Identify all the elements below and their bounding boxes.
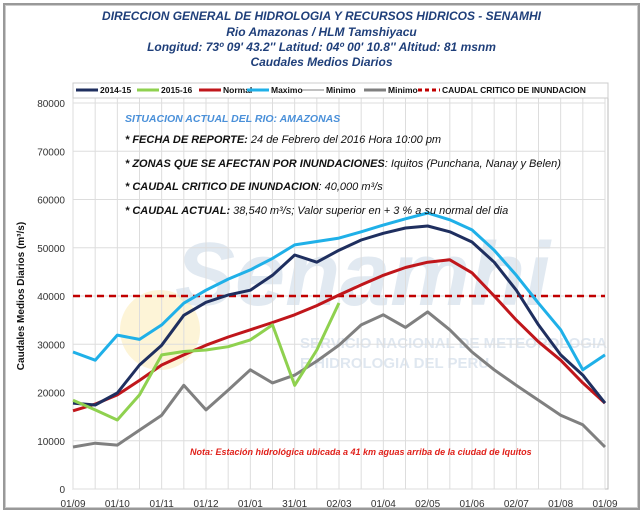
series-line-Maximo (72, 211, 606, 372)
x-tick-label: 01/10 (105, 499, 130, 510)
y-tick-label: 20000 (37, 389, 65, 400)
y-tick-label: 50000 (37, 244, 65, 255)
y-tick-label: 30000 (37, 340, 65, 351)
series-line-2015-16 (72, 302, 341, 422)
info-fecha: * FECHA DE REPORTE: 24 de Febrero del 20… (125, 134, 442, 146)
info-zonas: * ZONAS QUE SE AFECTAN POR INUNDACIONES:… (125, 157, 561, 170)
x-tick-label: 01/12 (193, 499, 218, 510)
legend-label: Minimo (388, 85, 418, 95)
x-tick-label: 01/08 (548, 499, 573, 510)
info-critico: * CAUDAL CRITICO DE INUNDACION: 40,000 m… (125, 181, 383, 193)
x-tick-label: 01/01 (238, 499, 263, 510)
series-line-Minimo (72, 310, 607, 449)
x-tick-label: 31/01 (282, 499, 307, 510)
chart-subtitle: Rio Amazonas / HLM Tamshiyacu (226, 25, 417, 39)
station-coords: Longitud: 73º 09' 43.2'' Latitud: 04º 00… (147, 40, 496, 54)
y-tick-label: 10000 (37, 437, 65, 448)
legend-label: 2014-15 (100, 85, 131, 95)
x-tick-label: 02/07 (504, 499, 529, 510)
series-line-Normal (72, 258, 607, 413)
y-tick-label: 0 (59, 485, 65, 496)
legend-label: CAUDAL CRITICO DE INUNDACION (442, 85, 586, 95)
y-tick-label: 80000 (37, 99, 65, 110)
chart-caption: Caudales Medios Diarios (250, 55, 393, 69)
series-line-2014-15 (72, 224, 607, 407)
legend-label: Maximo (271, 85, 303, 95)
x-tick-label: 01/06 (459, 499, 484, 510)
legend-label: Normal (223, 85, 252, 95)
chart-title: DIRECCION GENERAL DE HIDROLOGIA Y RECURS… (102, 9, 541, 23)
x-tick-label: 01/09 (60, 499, 85, 510)
x-tick-label: 01/04 (371, 499, 396, 510)
watermark-line1: SERVICIO NACIONAL DE METEOROLOGIA (300, 335, 607, 352)
y-tick-label: 60000 (37, 196, 65, 207)
x-tick-label: 01/09 (592, 499, 617, 510)
legend-label: Minimo (326, 85, 356, 95)
info-block: * FECHA DE REPORTE: 24 de Febrero del 20… (125, 129, 561, 223)
legend-label: 2015-16 (161, 85, 192, 95)
x-tick-label: 01/11 (150, 499, 175, 510)
x-tick-label: 02/05 (415, 499, 440, 510)
legend (72, 82, 609, 99)
info-heading: SITUACION ACTUAL DEL RIO: AMAZONAS (125, 113, 341, 125)
y-axis-label: Caudales Medios Diarios (m³/s) (16, 222, 27, 370)
x-tick-label: 02/03 (326, 499, 351, 510)
station-note: Nota: Estación hidrológica ubicada a 41 … (190, 447, 532, 457)
y-tick-label: 70000 (37, 147, 65, 158)
watermark-line2: E HIDROLOGIA DEL PERU (300, 355, 489, 372)
info-actual: * CAUDAL ACTUAL: 38,540 m³/s; Valor supe… (125, 204, 509, 217)
y-tick-label: 40000 (37, 292, 65, 303)
